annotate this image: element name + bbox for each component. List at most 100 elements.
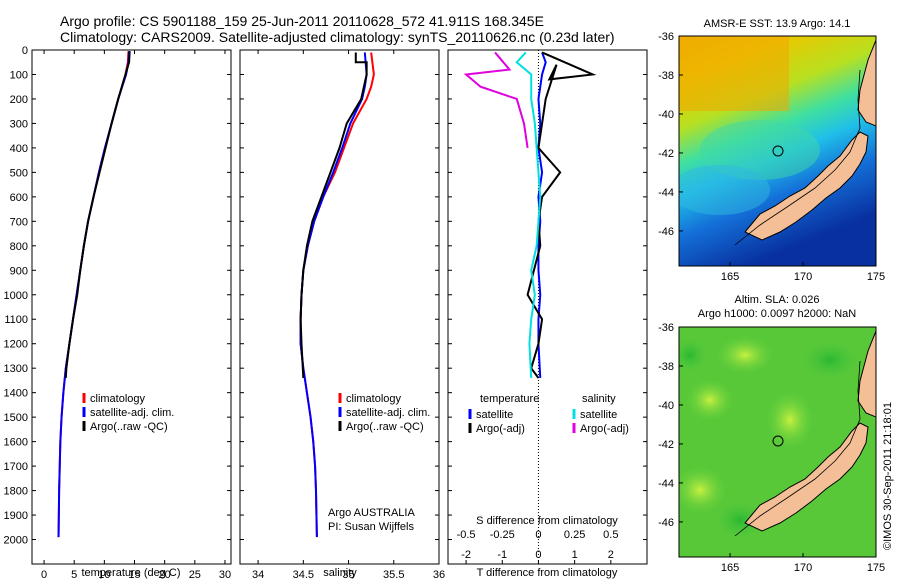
map-x-tick-label: 175 [867,271,885,283]
x-tick-label-t: 2 [608,549,614,561]
bathymetry-contour-sla [734,360,861,537]
y-tick-label: 100 [10,69,28,81]
footer-stamp: ©IMOS 30-Sep-2011 21:18:01 [882,402,894,550]
map-x-tick-label: 175 [867,562,885,574]
new-zealand-north-island [857,39,876,127]
legend-label: Argo(-adj) [476,423,525,435]
sst-map-title: AMSR-E SST: 13.9 Argo: 14.1 [704,18,851,30]
map-y-tick-label: -46 [658,517,674,529]
sst-map-axes: -36 -38 -40 -42 -44 -46 165 170 175 [658,31,885,283]
new-zealand-land-sla [744,422,869,532]
y-tick-label: 700 [10,216,28,228]
map-y-tick-label: -46 [658,226,674,238]
sst-map [679,36,876,266]
sst-map-frame [678,35,877,267]
y-tick-label: 500 [10,167,28,179]
x-tick-label-s: 0.5 [603,529,618,541]
y-tick-label: 1500 [4,412,28,424]
new-zealand-land [744,131,869,241]
map-y-tick-label: -42 [658,439,674,451]
y-tick-label: 1600 [4,437,28,449]
legend-title-salinity: salinity [582,393,616,405]
sla-map-title-line-1: Altim. SLA: 0.026 [735,294,820,306]
x-tick-label: 5 [71,569,77,580]
map-y-tick-label: -38 [658,70,674,82]
legend-label: climatology [346,393,402,405]
new-zealand-north-island-sla [857,330,876,418]
x-tick-label: 20 [159,569,171,580]
x-tick-label-s: -0.5 [457,529,476,541]
x-tick-label-t: 0 [535,549,541,561]
map-x-tick-label: 170 [794,562,812,574]
y-tick-label: 200 [10,94,28,106]
map-y-tick-label: -40 [658,400,674,412]
y-tick-label: 900 [10,265,28,277]
legend-label: satellite [580,409,617,421]
series-line-satellite-adj-clim- [57,51,131,538]
series-line-salinity-argo-adj- [463,51,529,149]
y-tick-label: 400 [10,143,28,155]
sla-map-frame [678,326,877,558]
y-tick-label: 1800 [4,486,28,498]
difference-plot: -2 -1 0 1 2 -0.5 -0.25 0 0.25 0.5 S difference fro… [448,49,647,579]
temperature-plot: 0100200300400500600700800900100011001200… [4,45,232,580]
y-tick-label: 300 [10,118,28,130]
legend-label: Argo(-adj) [580,423,629,435]
x-tick-label-s: 0.25 [564,529,585,541]
salinity-plot: 34 34.5 35 35.5 36 salinity climatology satelli… [240,49,445,580]
x-axis-label: temperature (deg C) [81,567,180,579]
x-tick-label-t: 1 [572,549,578,561]
map-y-tick-label: -44 [658,478,674,490]
map-y-tick-label: -44 [658,187,674,199]
x-tick-label: 0 [41,569,47,580]
y-tick-label: 2000 [4,535,28,547]
x-tick-label-s: -0.25 [490,529,515,541]
x-tick-label: 15 [128,569,140,580]
legend-label: Argo(..raw -QC) [90,421,168,433]
y-tick-label: 600 [10,192,28,204]
annotation-pi: PI: Susan Wijffels [328,521,414,533]
series-line-argo-raw-qc- [64,51,131,379]
legend-label: satellite [476,409,513,421]
temperature-plot-frame [31,49,232,565]
legend-label: satellite-adj. clim. [90,407,174,419]
x-tick-label: 10 [98,569,110,580]
x-tick-label-t: -1 [497,549,507,561]
y-tick-label: 1300 [4,363,28,375]
x-tick-label: 34.5 [293,569,314,580]
y-tick-label: 800 [10,241,28,253]
legend-title-temperature: temperature [480,393,539,405]
figure-title-line-2: Climatology: CARS2009. Satellite-adjuste… [60,29,615,45]
series-line-temperature-argo-adj- [526,51,597,379]
y-tick-label: 0 [22,45,28,57]
argo-position-marker-sla [772,435,784,447]
map-y-tick-label: -36 [658,31,674,43]
map-x-tick-label: 165 [721,271,739,283]
y-tick-label: 1700 [4,461,28,473]
salinity-plot-frame [239,49,440,565]
series-line-temperature-satellite [537,52,547,379]
y-tick-label: 1100 [4,314,28,326]
top-axis-label: S difference from climatology [476,515,618,527]
x-tick-label: 35.5 [383,569,404,580]
x-axis-label: salinity [323,567,357,579]
figure-title-line-1: Argo profile: CS 5901188_159 25-Jun-2011… [60,13,544,29]
y-tick-label: 1400 [4,388,28,400]
map-y-tick-label: -36 [658,322,674,334]
x-tick-label-s: 0 [535,529,541,541]
map-x-tick-label: 165 [721,562,739,574]
y-tick-label: 1900 [4,510,28,522]
series-line-climatology [57,51,130,538]
y-tick-label: 1000 [4,290,28,302]
argo-position-marker [772,145,784,157]
x-tick-label: 35 [342,569,354,580]
annotation-argo-australia: Argo AUSTRALIA [328,507,415,519]
y-tick-label: 1200 [4,339,28,351]
series-line-argo-raw-qc- [299,52,368,379]
x-tick-label: 34 [252,569,264,580]
series-line-satellite-adj-clim- [299,52,368,538]
legend-label: satellite-adj. clim. [346,407,430,419]
legend-label: climatology [90,393,146,405]
legend-label: Argo(..raw -QC) [346,421,424,433]
